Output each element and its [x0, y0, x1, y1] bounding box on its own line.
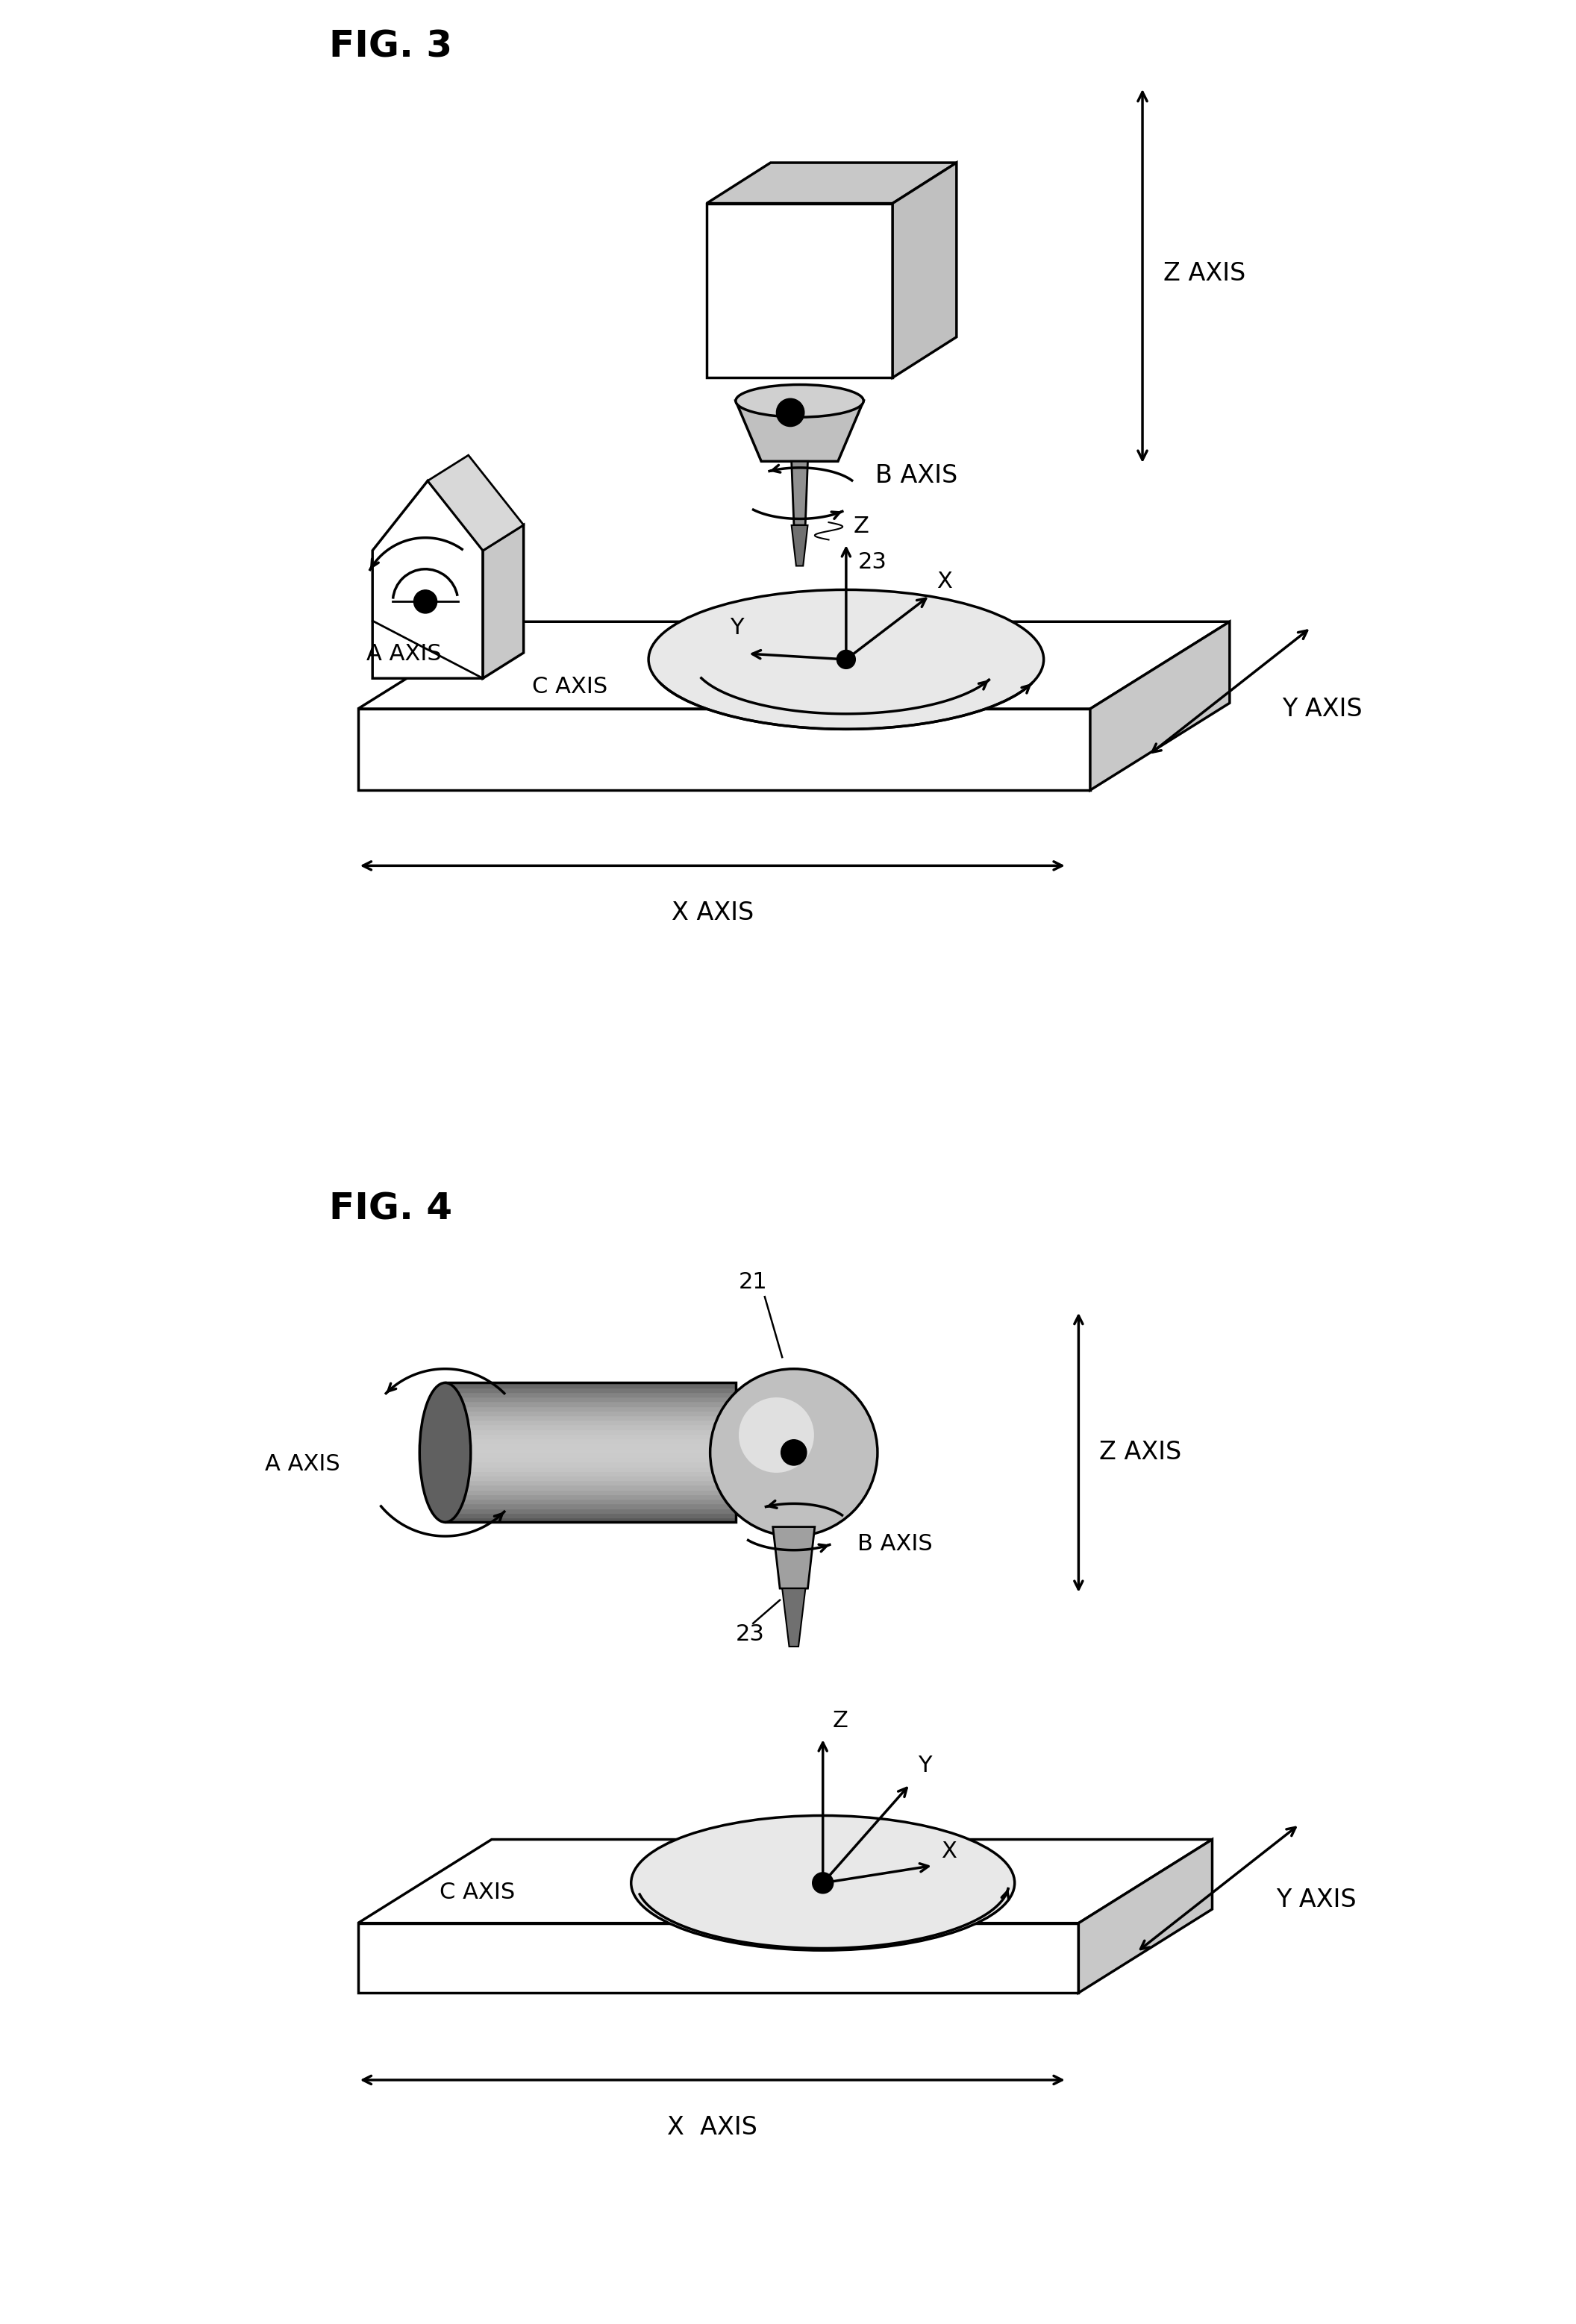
Polygon shape [791, 525, 808, 565]
Polygon shape [782, 1590, 805, 1645]
Polygon shape [706, 205, 892, 376]
Polygon shape [1091, 621, 1229, 790]
Polygon shape [892, 163, 957, 376]
Polygon shape [358, 621, 1229, 709]
Text: X  AXIS: X AXIS [667, 2115, 758, 2140]
Ellipse shape [736, 386, 864, 418]
Text: Z: Z [853, 516, 868, 537]
Circle shape [739, 1397, 815, 1473]
Ellipse shape [649, 590, 1043, 730]
Ellipse shape [419, 1383, 471, 1522]
Text: C AXIS: C AXIS [440, 1882, 515, 1903]
Text: Z: Z [832, 1710, 848, 1731]
Polygon shape [736, 400, 864, 460]
Ellipse shape [630, 1815, 1015, 1950]
Polygon shape [482, 525, 523, 679]
Text: FIG. 3: FIG. 3 [329, 28, 452, 65]
Text: Y AXIS: Y AXIS [1277, 1887, 1357, 1913]
Text: 23: 23 [736, 1622, 764, 1645]
Text: Y: Y [919, 1755, 931, 1776]
Text: FIG. 4: FIG. 4 [329, 1190, 452, 1227]
Text: X: X [936, 569, 952, 593]
Polygon shape [358, 1841, 1212, 1924]
Circle shape [782, 1441, 807, 1466]
Text: B AXIS: B AXIS [857, 1534, 933, 1555]
Polygon shape [358, 709, 1091, 790]
Circle shape [837, 651, 856, 669]
Text: A AXIS: A AXIS [265, 1452, 340, 1476]
Text: X: X [941, 1841, 957, 1862]
Text: Y AXIS: Y AXIS [1281, 697, 1362, 720]
Text: Y: Y [730, 616, 744, 639]
Polygon shape [372, 481, 482, 679]
Circle shape [812, 1873, 834, 1894]
Text: C AXIS: C AXIS [533, 676, 608, 697]
Polygon shape [706, 163, 957, 205]
Text: Z AXIS: Z AXIS [1163, 260, 1245, 286]
Polygon shape [358, 1924, 1078, 1994]
Circle shape [777, 400, 804, 428]
Circle shape [711, 1369, 878, 1536]
Text: 21: 21 [739, 1271, 768, 1292]
Text: B AXIS: B AXIS [875, 462, 958, 488]
Text: Z AXIS: Z AXIS [1100, 1441, 1182, 1464]
Text: X AXIS: X AXIS [671, 899, 753, 925]
Text: A AXIS: A AXIS [367, 644, 441, 665]
Polygon shape [791, 460, 808, 525]
Circle shape [414, 590, 437, 614]
Polygon shape [427, 456, 523, 551]
Polygon shape [1078, 1841, 1212, 1994]
Polygon shape [772, 1527, 815, 1590]
Text: 23: 23 [857, 551, 887, 574]
